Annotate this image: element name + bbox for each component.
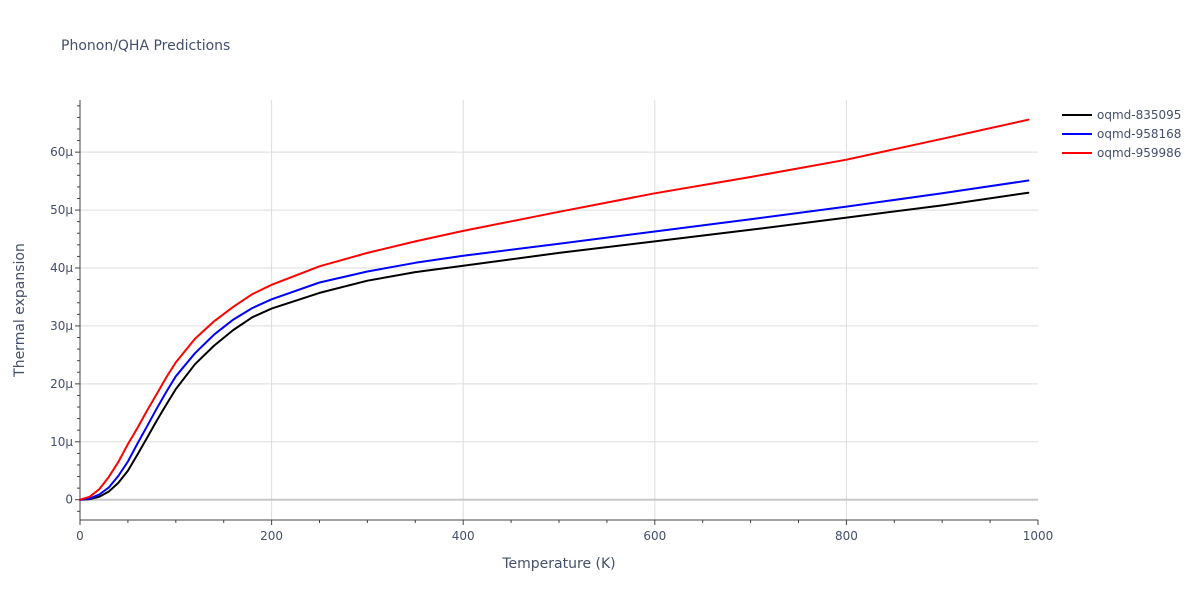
y-tick-label: 10μ — [50, 435, 73, 449]
grid-lines — [80, 100, 1038, 520]
series-line-oqmd-959986[interactable] — [79, 118, 1030, 501]
legend-label[interactable]: oqmd-835095 — [1097, 108, 1181, 122]
x-tick-label: 800 — [835, 529, 858, 543]
y-tick-label: 40μ — [50, 261, 73, 275]
y-tick-label: 30μ — [50, 319, 73, 333]
series-line-oqmd-958168[interactable] — [79, 179, 1030, 501]
x-tick-label: 0 — [76, 529, 84, 543]
y-tick-label: 0 — [65, 493, 73, 507]
legend-label[interactable]: oqmd-958168 — [1097, 127, 1181, 141]
axes: 0 200 400 600 800 1000 0 10μ 20μ 30μ 40μ 50μ 60μ — [50, 100, 1053, 543]
x-tick-label: 1000 — [1023, 529, 1054, 543]
chart-title: Phonon/QHA Predictions — [61, 38, 230, 54]
x-tick-label: 200 — [260, 529, 283, 543]
y-tick-label: 60μ — [50, 145, 73, 159]
series-line-oqmd-835095[interactable] — [79, 191, 1030, 501]
x-tick-label: 400 — [452, 529, 475, 543]
x-axis-title: Temperature (K) — [501, 556, 615, 572]
legend[interactable]: oqmd-835095 oqmd-958168 oqmd-959986 — [1062, 108, 1181, 160]
y-axis-title: Thermal expansion — [12, 243, 28, 378]
legend-label[interactable]: oqmd-959986 — [1097, 146, 1181, 160]
y-tick-label: 50μ — [50, 203, 73, 217]
x-tick-label: 600 — [643, 529, 666, 543]
plot-area[interactable] — [79, 118, 1030, 501]
y-tick-label: 20μ — [50, 377, 73, 391]
